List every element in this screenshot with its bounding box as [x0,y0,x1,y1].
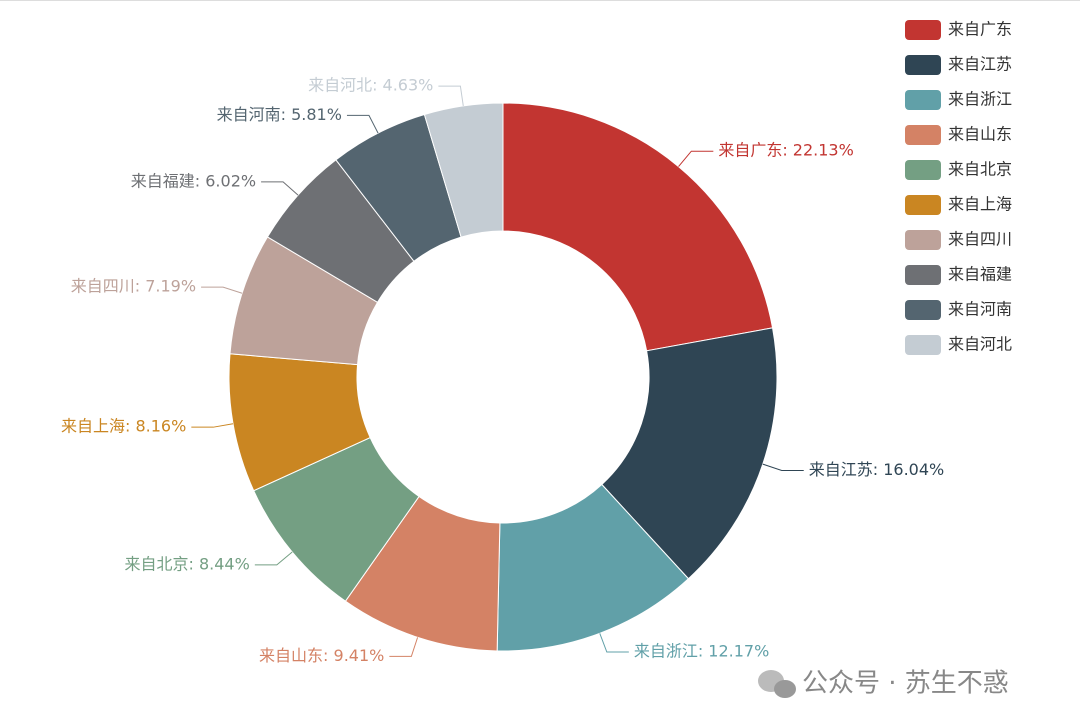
leader-line [191,423,234,428]
leader-line [201,286,243,294]
legend-swatch [905,20,941,40]
legend-swatch [905,195,941,215]
legend-swatch [905,230,941,250]
legend-swatch [905,125,941,145]
legend-swatch [905,335,941,355]
leader-line [389,637,419,657]
leader-line [762,463,804,471]
legend-label: 来自山东 [948,125,1012,144]
leader-line [599,633,629,653]
legend-swatch [905,160,941,180]
legend-label: 来自广东 [948,20,1012,39]
data-label: 来自福建: 6.02% [131,171,256,190]
leader-line [254,551,293,566]
data-label: 来自广东: 22.13% [718,141,854,160]
data-label: 来自上海: 8.16% [61,417,186,436]
slice [601,327,778,580]
legend-swatch [905,300,941,320]
data-label: 来自河北: 4.63% [308,76,433,95]
data-label: 来自河南: 5.81% [217,105,342,124]
slice [423,102,504,238]
data-label: 来自浙江: 12.17% [634,642,770,661]
leader-line [346,114,379,134]
legend-swatch [905,265,941,285]
wechat-icon [758,670,796,698]
legend-label: 来自四川 [948,230,1012,249]
legend-label: 来自上海 [948,195,1012,214]
legend-label: 来自福建 [948,265,1012,284]
watermark: 公众号 · 苏生不惑 [802,669,1009,699]
legend-label: 来自河北 [948,335,1012,354]
data-label: 来自北京: 8.44% [125,554,250,573]
leader-line [678,150,714,167]
legend-swatch [905,90,941,110]
leader-line [438,85,464,106]
legend-label: 来自河南 [948,300,1012,319]
data-label: 来自四川: 7.19% [71,277,196,296]
legend-label: 来自北京 [948,160,1012,179]
legend-label: 来自江苏 [948,55,1012,74]
data-label: 来自山东: 9.41% [259,646,384,665]
legend-label: 来自浙江 [948,90,1012,109]
leader-line [261,181,299,196]
data-label: 来自江苏: 16.04% [809,460,945,479]
slice [502,102,774,352]
legend-swatch [905,55,941,75]
